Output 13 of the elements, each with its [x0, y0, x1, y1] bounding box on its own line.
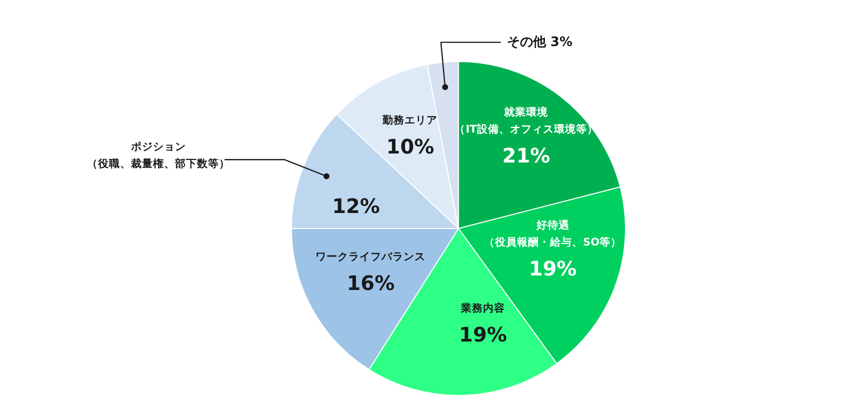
data-label: 19%	[528, 256, 577, 280]
data-label: 21%	[502, 143, 550, 168]
slice-label: 業務内容	[460, 302, 505, 315]
slice-label: ポジション（役職、裁量権、部下数等）	[87, 141, 230, 170]
slice-label: 好待遇（役員報酬・給与、SO等）	[484, 218, 622, 248]
slice-label: ワークライフバランス	[316, 250, 426, 263]
data-label: 19%	[459, 322, 507, 347]
data-label: 16%	[346, 270, 395, 295]
slice-label: 勤務エリア	[382, 114, 438, 127]
slice-label: その他 3%	[506, 34, 573, 50]
slice-label: 就業環境（IT設備、オフィス環境等）	[454, 106, 598, 136]
data-label: 10%	[386, 134, 434, 159]
data-label: 12%	[332, 194, 380, 218]
